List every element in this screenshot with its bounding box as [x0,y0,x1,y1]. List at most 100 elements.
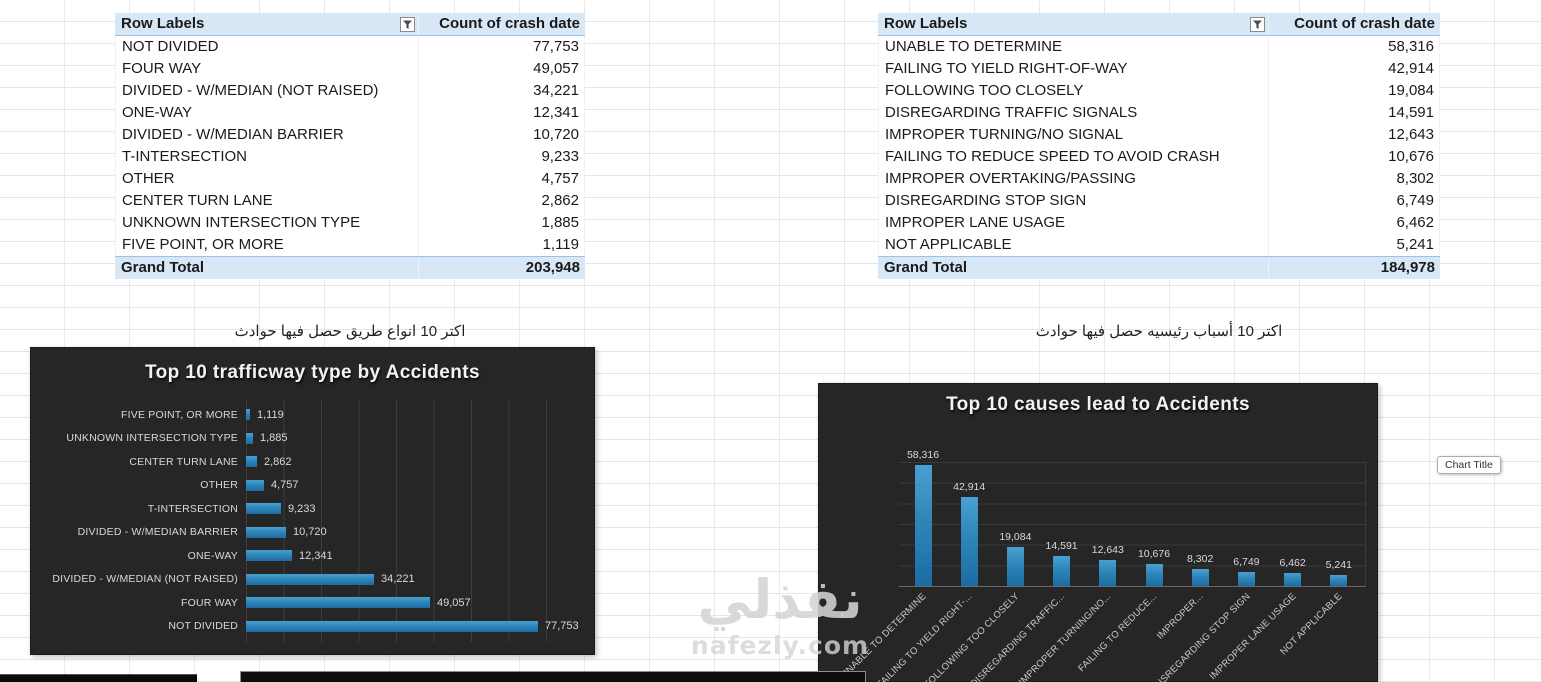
bar [246,597,430,609]
bar [1237,572,1255,586]
table-row[interactable]: DIVIDED - W/MEDIAN (NOT RAISED) 34,221 [115,80,585,102]
table-row[interactable]: FAILING TO YIELD RIGHT-OF-WAY 42,914 [878,58,1440,80]
value-label: 49,057 [437,596,471,609]
row-value: 19,084 [1267,80,1439,102]
row-label: OTHER [122,170,175,187]
value-label: 6,749 [1233,556,1260,568]
value-label: 9,233 [288,502,316,515]
table-row[interactable]: DISREGARDING STOP SIGN 6,749 [878,190,1440,212]
bar [246,479,264,491]
table-row[interactable]: FIVE POINT, OR MORE 1,119 [115,234,585,256]
category-label: CENTER TURN LANE [129,455,238,468]
row-value: 6,462 [1267,212,1439,234]
bar [246,456,257,468]
bar-row: T-INTERSECTION 9,233 [31,497,594,521]
category-label: UNKNOWN INTERSECTION TYPE [66,432,238,445]
table-row[interactable]: DIVIDED - W/MEDIAN BARRIER 10,720 [115,124,585,146]
value-label: 10,676 [1137,548,1171,560]
value-label: 77,753 [545,620,579,633]
bar [1330,575,1348,586]
row-value: 12,643 [1267,124,1439,146]
grand-total-row[interactable]: Grand Total 203,948 [115,256,585,279]
row-value: 58,316 [1267,36,1439,58]
chart-accident-causes[interactable]: Top 10 causes lead to Accidents 58,316 UN… [818,383,1378,682]
row-label: DISREGARDING TRAFFIC SIGNALS [885,104,1138,121]
pivot-header-row: Row Labels Count of crash date [878,13,1440,36]
filter-icon[interactable] [1250,16,1265,32]
row-value: 10,720 [417,124,584,146]
value-label: 19,084 [999,531,1032,543]
row-label: ONE-WAY [122,104,192,121]
grand-total-row[interactable]: Grand Total 184,978 [878,256,1440,279]
table-row[interactable]: IMPROPER LANE USAGE 6,462 [878,212,1440,234]
row-label: DIVIDED - W/MEDIAN (NOT RAISED) [122,82,379,99]
pivot-header-row: Row Labels Count of crash date [115,13,585,36]
caption-arabic-trafficway: اكتر 10 انواع طريق حصل فيها حوادث [234,323,466,340]
count-header[interactable]: Count of crash date [418,13,585,35]
row-label: NOT DIVIDED [122,38,219,55]
row-label: UNABLE TO DETERMINE [885,38,1062,55]
value-label: 2,862 [264,455,292,468]
row-label: FAILING TO YIELD RIGHT-OF-WAY [885,60,1128,77]
table-row[interactable]: NOT DIVIDED 77,753 [115,36,585,58]
category-label: FOUR WAY [180,596,238,609]
row-value: 6,749 [1267,190,1439,212]
bar [914,465,932,586]
bar [1053,556,1071,586]
row-value: 4,757 [417,168,584,190]
row-label: UNKNOWN INTERSECTION TYPE [122,214,361,231]
category-label: FIVE POINT, OR MORE [121,408,238,421]
table-row[interactable]: OTHER 4,757 [115,168,585,190]
table-row[interactable]: FOLLOWING TOO CLOSELY 19,084 [878,80,1440,102]
table-row[interactable]: T-INTERSECTION 9,233 [115,146,585,168]
value-label: 1,119 [257,408,284,421]
partial-object-bottom-left[interactable] [0,674,197,682]
table-row[interactable]: FAILING TO REDUCE SPEED TO AVOID CRASH 10… [878,146,1440,168]
table-row[interactable]: DISREGARDING TRAFFIC SIGNALS 14,591 [878,102,1440,124]
table-row[interactable]: NOT APPLICABLE 5,241 [878,234,1440,256]
table-row[interactable]: CENTER TURN LANE 2,862 [115,190,585,212]
row-value: 42,914 [1267,58,1439,80]
category-label: ONE-WAY [187,549,238,562]
row-label: CENTER TURN LANE [122,192,273,209]
row-labels-header-cell[interactable]: Row Labels [878,13,1268,35]
chart-trafficway-type[interactable]: Top 10 trafficway type by Accidents FIVE… [30,347,595,655]
pivot-table-trafficway: Row Labels Count of crash date NOT DIVID… [115,13,585,279]
chart-plot-area: FIVE POINT, OR MORE 1,119 UNKNOWN INTERSEC… [31,403,594,638]
filter-icon[interactable] [400,16,415,32]
row-label: IMPROPER TURNING/NO SIGNAL [885,126,1124,143]
grand-total-value: 184,978 [1268,257,1440,279]
row-value: 77,753 [417,36,584,58]
axis-tick-label: IMPROPER LANE USAGE [1207,591,1299,682]
bar [960,497,978,586]
pivot-table-causes: Row Labels Count of crash date UNABLE TO… [878,13,1440,279]
bar-row: DIVIDED - W/MEDIAN BARRIER 10,720 [31,521,594,545]
row-label: NOT APPLICABLE [885,236,1012,253]
row-value: 12,341 [417,102,584,124]
bar [246,432,253,444]
grand-total-label: Grand Total [884,259,968,276]
partial-object-bottom-center[interactable] [240,671,866,682]
bar-row: UNKNOWN INTERSECTION TYPE 1,885 [31,427,594,451]
bar-row: ONE-WAY 12,341 [31,544,594,568]
axis-tick-label: IMPROPER... [1155,591,1206,642]
table-row[interactable]: ONE-WAY 12,341 [115,102,585,124]
chart-title: Top 10 trafficway type by Accidents [145,362,480,383]
table-row[interactable]: FOUR WAY 49,057 [115,58,585,80]
table-row[interactable]: UNKNOWN INTERSECTION TYPE 1,885 [115,212,585,234]
table-row[interactable]: IMPROPER TURNING/NO SIGNAL 12,643 [878,124,1440,146]
chart-title-tooltip: Chart Title [1437,456,1501,474]
row-value: 34,221 [417,80,584,102]
caption-arabic-causes: اكتر 10 أسباب رئيسيه حصل فيها حوادث [1035,323,1283,340]
bar-row: DIVIDED - W/MEDIAN (NOT RAISED) 34,221 [31,568,594,592]
value-label: 14,591 [1045,540,1078,552]
category-label: DIVIDED - W/MEDIAN (NOT RAISED) [52,573,238,586]
count-header[interactable]: Count of crash date [1268,13,1440,35]
bar-row: NOT DIVIDED 77,753 [31,615,594,639]
chart-title: Top 10 causes lead to Accidents [946,394,1250,415]
row-labels-header-cell[interactable]: Row Labels [115,13,418,35]
table-row[interactable]: IMPROPER OVERTAKING/PASSING 8,302 [878,168,1440,190]
table-row[interactable]: UNABLE TO DETERMINE 58,316 [878,36,1440,58]
grand-total-label: Grand Total [121,259,205,276]
